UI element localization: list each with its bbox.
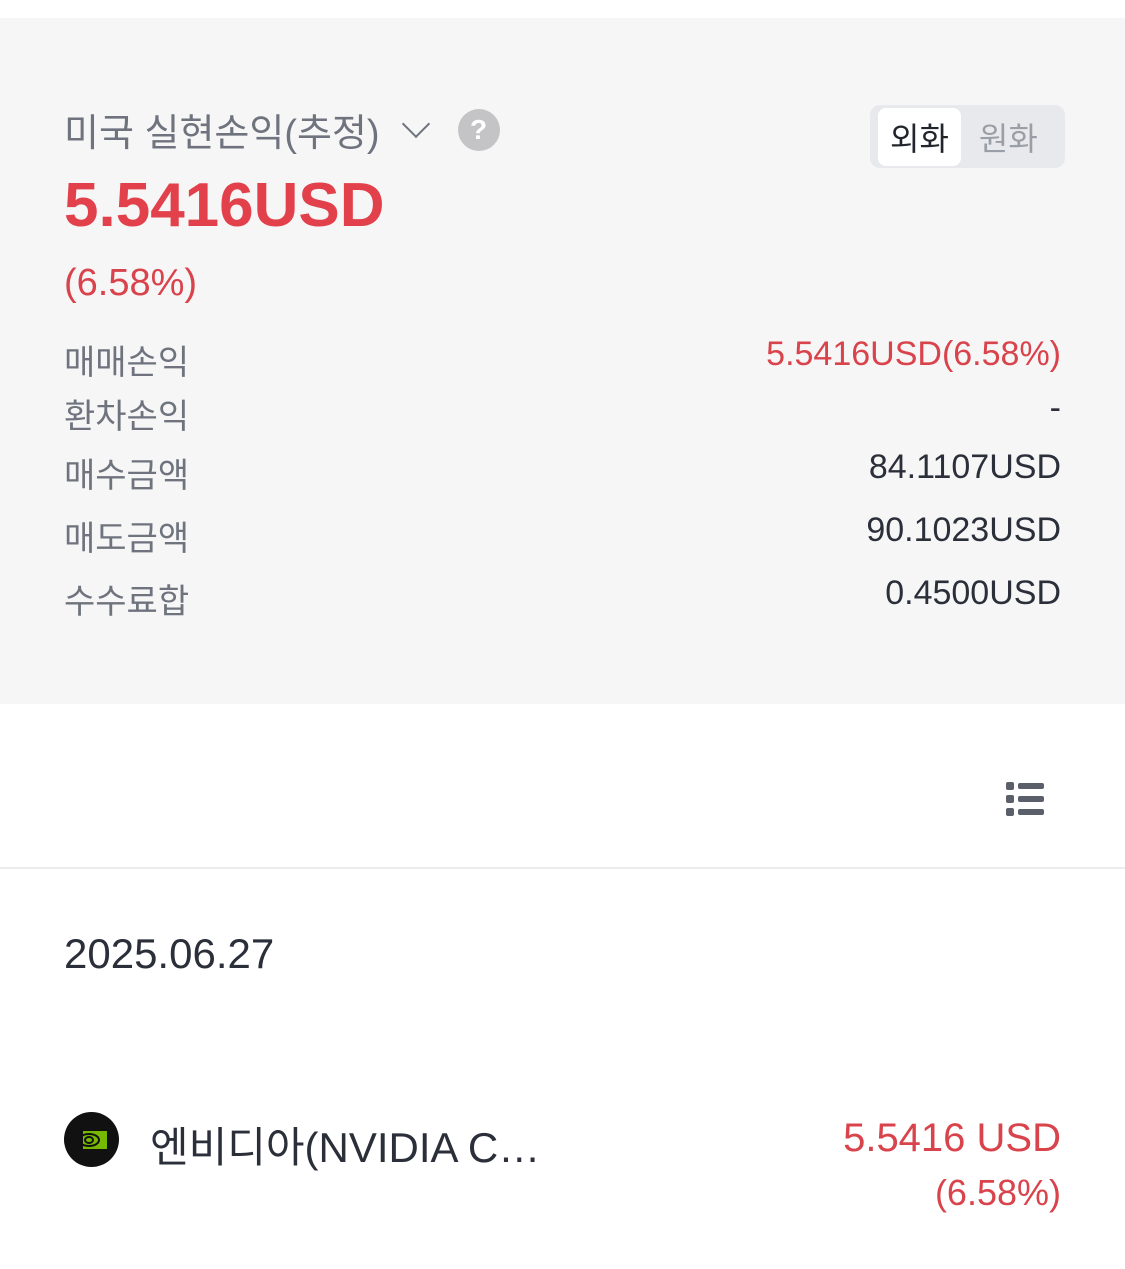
row-value: 0.4500USD: [885, 574, 1061, 612]
date-header: 2025.06.27: [64, 930, 275, 977]
stock-name: 엔비디아(NVIDIA C…: [150, 1124, 541, 1171]
row-label: 매매손익: [64, 344, 190, 382]
row-value: 5.5416USD(6.58%): [766, 335, 1061, 373]
row-label: 수수료합: [64, 583, 190, 621]
total-percent: (6.58%): [64, 262, 198, 304]
nvidia-logo-icon: [64, 1112, 119, 1167]
chevron-down-icon: [401, 109, 430, 138]
row-value: 84.1107USD: [868, 448, 1061, 486]
toggle-krw[interactable]: 원화: [978, 120, 1038, 157]
row-fx-pnl: 환차손익 -: [64, 389, 1061, 438]
row-sell-amount: 매도금액 90.1023USD: [64, 511, 1061, 560]
row-label: 환차손익: [64, 398, 190, 436]
currency-toggle[interactable]: 외화 원화: [870, 105, 1065, 168]
stock-percent: (6.58%): [934, 1172, 1061, 1213]
row-label: 매도금액: [64, 520, 190, 558]
divider: [0, 867, 1125, 869]
list-view-icon[interactable]: [1006, 782, 1044, 816]
row-value: -: [1049, 389, 1061, 427]
row-trade-pnl: 매매손익 5.5416USD(6.58%): [64, 335, 1061, 384]
row-label: 매수금액: [64, 457, 190, 495]
help-icon[interactable]: ?: [457, 108, 500, 151]
row-fees: 수수료합 0.4500USD: [64, 574, 1061, 623]
summary-title-dropdown[interactable]: 미국 실현손익(추정) ?: [64, 102, 500, 157]
stock-profit: 5.5416 USD: [843, 1116, 1061, 1160]
row-value: 90.1023USD: [866, 511, 1061, 549]
total-profit: 5.5416USD: [64, 171, 385, 240]
row-buy-amount: 매수금액 84.1107USD: [64, 448, 1061, 497]
summary-title: 미국 실현손익(추정): [64, 113, 380, 155]
toggle-foreign[interactable]: 외화: [878, 107, 961, 166]
summary-panel: 미국 실현손익(추정) ? 외화 원화 5.5416USD (6.58%) 매매…: [0, 18, 1125, 704]
